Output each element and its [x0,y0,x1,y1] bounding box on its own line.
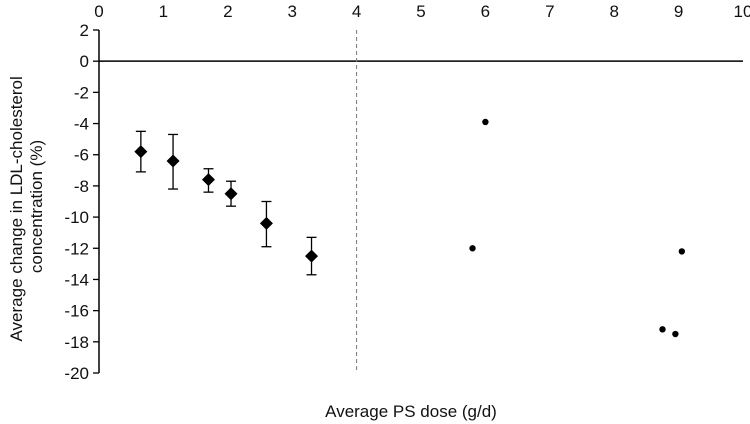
x-tick-label: 9 [674,2,683,21]
diamond-point [201,173,215,187]
x-ticks-group: 0 1 2 3 4 5 6 7 8 9 10 [94,2,750,21]
y-axis-label-line-1: Average change in LDL-cholesterol [7,76,26,341]
y-axis-label: Average change in LDL-cholesterol concen… [7,72,46,342]
y-tick-label: -16 [64,302,89,321]
x-tick-label: 1 [159,2,168,21]
y-tick-label: -8 [74,177,89,196]
x-tick-label: 4 [352,2,361,21]
dot-point [678,248,686,255]
y-axis-label-line-2: concentration (%) [27,140,46,273]
y-tick-label: 2 [80,21,89,40]
diamond-point [259,216,273,230]
x-tick-label: 3 [287,2,296,21]
x-tick-label: 8 [609,2,618,21]
x-tick-label: 5 [416,2,425,21]
y-tick-label: -12 [64,239,89,258]
x-tick-label: 7 [545,2,554,21]
axes-group [98,30,743,373]
x-tick-label: 2 [223,2,232,21]
dot-point [672,330,679,338]
y-tick-label: -10 [64,208,89,227]
y-tick-label: -18 [64,333,89,352]
y-tick-label: -14 [64,270,89,289]
x-tick-label: 0 [94,2,103,21]
y-tick-label: 0 [80,52,89,71]
diamond-point [224,187,238,201]
x-tick-label: 6 [481,2,490,21]
dot-point [659,326,666,333]
y-tick-label: -2 [74,83,89,102]
dot-point [469,245,476,252]
y-ticks-group: 2 0 -2 -4 -6 -8 -10 -12 -14 -16 -18 -20 [64,21,99,383]
x-axis-label: Average PS dose (g/d) [325,402,497,421]
dot-point [482,118,489,126]
diamond-point [134,145,148,159]
diamond-point [166,154,180,168]
y-tick-label: -6 [74,146,89,165]
diamond-point [305,249,319,263]
y-tick-label: -4 [74,115,89,134]
data-marks-group [134,118,686,338]
x-tick-label: 10 [734,2,750,21]
y-tick-label: -20 [64,364,89,383]
